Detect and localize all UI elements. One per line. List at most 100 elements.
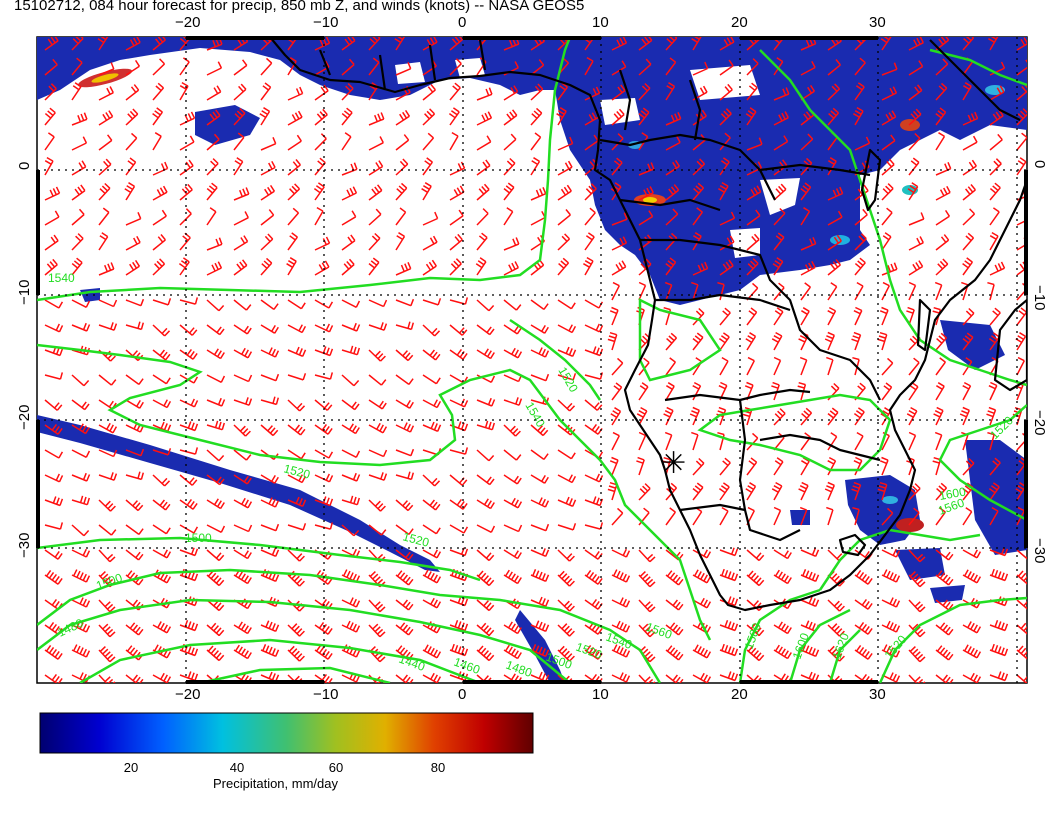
wind-barb [773,307,784,326]
wind-barb [422,211,439,226]
wind-barb [959,406,970,426]
wind-barb [395,349,414,362]
wind-barb [125,549,144,561]
wind-barb [719,259,734,276]
wind-barb [233,187,250,201]
wind-barb [692,158,706,176]
wind-barb [475,257,487,276]
wind-barb [771,481,783,501]
wind-barb [71,644,91,658]
wind-barb [827,186,844,201]
wind-barb [206,182,218,201]
wind-barb [989,671,1009,682]
wind-barb [664,431,673,451]
wind-barb [449,324,468,336]
wind-barb [881,281,890,301]
wind-barb [665,645,684,661]
wind-barb [665,570,684,586]
wind-barb [476,159,491,176]
wind-barb [717,281,725,301]
wind-barb [152,58,166,76]
wind-barb [476,570,495,587]
wind-barb [422,324,441,337]
wind-barb [827,234,842,251]
wind-barb [611,260,627,276]
wind-barb [476,498,495,510]
wind-barb [692,644,712,659]
wind-barb [125,212,142,226]
wind-barb [179,324,198,336]
wind-barb [746,549,765,562]
wind-barb [341,423,360,435]
wind-barb [395,62,412,76]
wind-barb [179,447,199,455]
wind-barb [530,107,543,126]
wind-barb [989,307,1001,326]
wind-barb [206,374,226,383]
wind-barb [260,569,280,582]
wind-barb [422,298,442,306]
wind-barb [1016,157,1027,176]
wind-barb [611,60,627,76]
wind-barb [853,456,863,476]
wind-barb [395,109,411,126]
wind-barb [988,482,1000,501]
wind-barb [607,481,618,501]
wind-barb [611,382,623,401]
wind-barb [449,498,468,510]
wind-barb [260,137,277,151]
wind-barb [935,599,954,611]
wind-barb [287,86,304,101]
wind-barb [233,424,251,437]
wind-barb [557,324,577,334]
wind-barb [422,84,436,101]
wind-barb [638,431,647,451]
wind-barb [125,622,144,636]
wind-barb [233,157,244,176]
wind-barb [557,37,571,51]
wind-barb [44,569,63,585]
wind-barb [98,599,116,613]
wind-barb [341,620,361,633]
wind-barb [179,547,199,557]
wind-barb [314,673,333,683]
lon-label-top: 30 [869,14,886,31]
wind-barb [854,431,864,451]
wind-barb [313,182,325,201]
wind-barb [341,472,361,482]
wind-barb [908,108,922,126]
wind-barb [746,185,762,201]
wind-barb [179,183,193,201]
lat-label-right: −30 [1031,538,1048,564]
wind-barb [449,37,463,51]
wind-barb [98,134,113,151]
wind-barb [530,132,542,151]
wind-barb [1015,332,1027,351]
wind-barb [962,232,975,251]
wind-barb [692,182,705,201]
wind-barb [98,299,118,308]
wind-barb [1016,549,1027,560]
wind-barb [1016,59,1027,76]
wind-barb [583,256,594,276]
wind-barb [341,234,356,251]
wind-barb [607,331,618,351]
wind-barb [638,186,654,201]
wind-barb [773,37,785,51]
wind-barb [394,37,406,51]
wind-barb [557,523,577,531]
wind-barb [260,347,280,358]
wind-barb [935,482,948,501]
contour-label: 1540 [48,271,75,285]
wind-barb [800,644,820,657]
wind-barb [530,187,547,201]
wind-barb [233,324,252,335]
wind-barb [962,644,982,659]
wind-barb [179,498,198,510]
wind-barb [286,257,297,276]
wind-barb [962,208,976,226]
wind-barb [206,397,226,407]
wind-barb [746,137,763,151]
wind-barb [962,37,975,51]
wind-barb [44,673,63,683]
